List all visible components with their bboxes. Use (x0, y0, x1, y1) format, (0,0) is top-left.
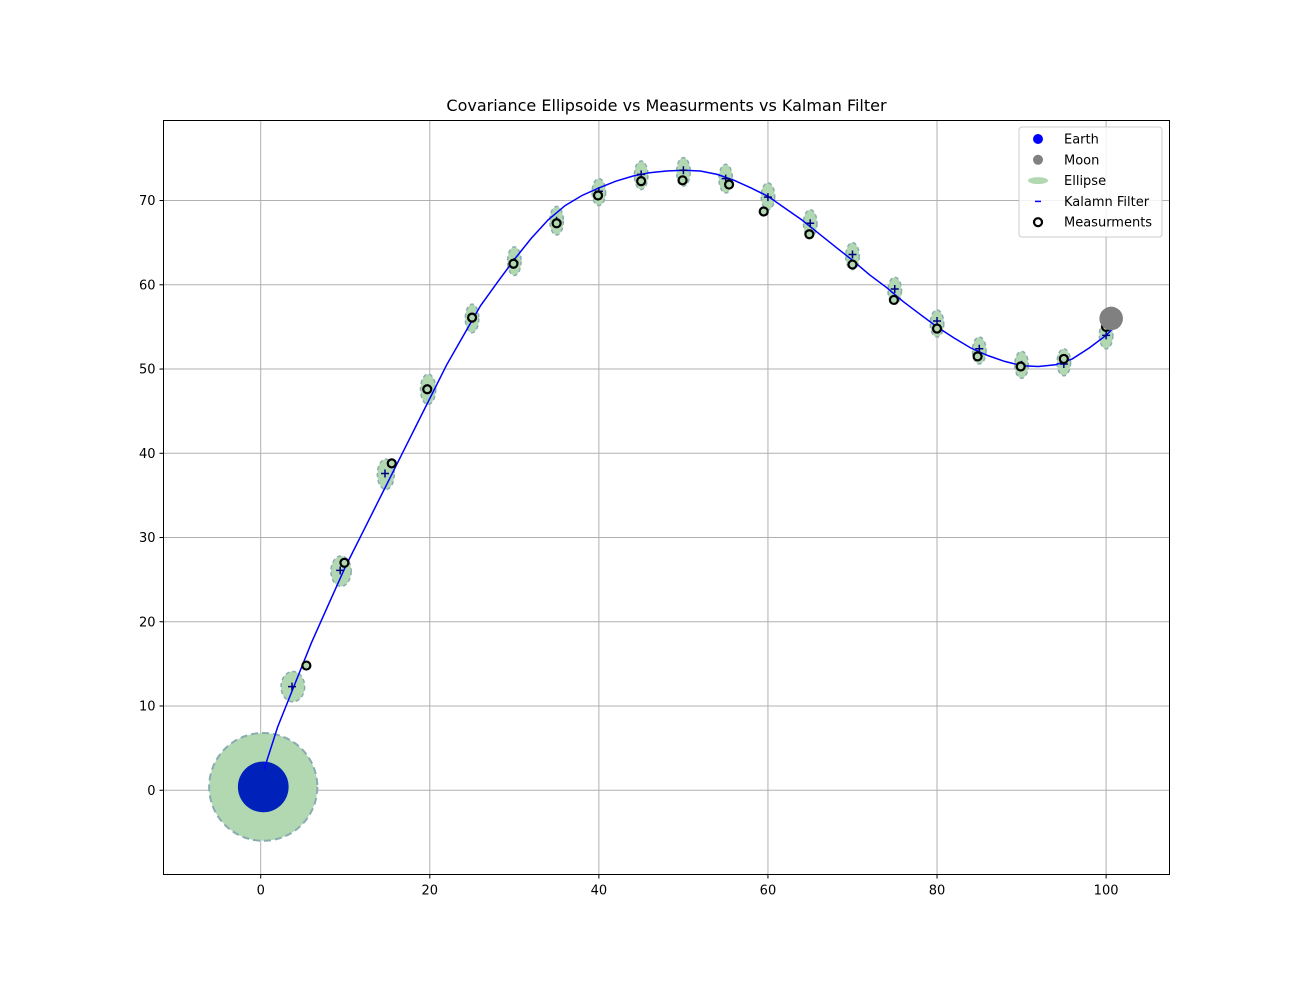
measurement-point (636, 176, 647, 187)
x-tick-label: 80 (929, 884, 946, 899)
measurement-point (758, 206, 769, 217)
estimate-marker (890, 284, 899, 293)
x-tick-label: 100 (1094, 884, 1119, 899)
estimate-marker (763, 193, 772, 202)
measurement-point (1015, 361, 1026, 372)
y-tick-label: 40 (139, 447, 156, 462)
y-tick-label: 10 (139, 700, 156, 715)
legend-label: Measurments (1064, 216, 1152, 231)
x-tick-label: 60 (760, 884, 777, 899)
legend-label: Ellipse (1064, 174, 1106, 189)
x-tick-label: 0 (257, 884, 265, 899)
legend-label: Moon (1064, 153, 1099, 168)
axes-frame (163, 120, 1170, 875)
legend-moon-handle (1033, 154, 1043, 165)
measurement-point (677, 175, 688, 186)
measurement-point (466, 312, 478, 323)
legend: Earth Moon Ellipse Kalamn Filter Measurments (1018, 126, 1163, 238)
measurement-point (592, 190, 604, 201)
estimate-marker (679, 166, 688, 175)
moon-point (1099, 306, 1123, 331)
measurement-point (339, 557, 350, 568)
plot-area (208, 156, 1123, 842)
measurement-point (847, 259, 858, 270)
axis-ticks: 0 20 40 60 80 100 0 10 20 30 40 50 60 70 (139, 194, 1119, 898)
measurement-point (551, 218, 562, 229)
estimate-marker (975, 344, 984, 353)
estimate-marker (380, 469, 389, 478)
y-tick-label: 20 (139, 615, 156, 630)
estimate-marker (848, 250, 857, 259)
measurement-point (804, 229, 815, 240)
legend-ellipse-handle (1028, 177, 1048, 185)
y-tick-label: 0 (147, 784, 155, 799)
earth-point (237, 761, 289, 813)
measurement-point (723, 179, 735, 190)
measurement-point (1058, 353, 1069, 365)
x-tick-label: 20 (422, 884, 439, 899)
measurement-point (972, 351, 983, 362)
measurement-point (301, 660, 312, 671)
x-tick-label: 40 (591, 884, 608, 899)
legend-label: Kalamn Filter (1064, 195, 1150, 210)
legend-label: Earth (1064, 133, 1099, 148)
y-tick-label: 60 (139, 278, 156, 293)
measurement-point (931, 323, 943, 334)
y-tick-label: 70 (139, 194, 156, 209)
estimate-marker (287, 682, 296, 691)
measurement-point (386, 458, 397, 469)
estimate-marker (1102, 331, 1111, 340)
y-tick-label: 30 (139, 531, 156, 546)
legend-measurements-handle (1032, 217, 1044, 228)
estimate-marker (806, 219, 815, 228)
measurement-point (422, 384, 433, 395)
grid (163, 120, 1170, 875)
chart-title: Covariance Ellipsoide vs Measurments vs … (446, 96, 887, 115)
estimate-marker (336, 566, 345, 575)
legend-earth-handle (1033, 134, 1043, 144)
y-tick-label: 50 (139, 363, 156, 378)
measurement-point (888, 294, 900, 306)
measurement-point (508, 258, 519, 269)
legend-box (1018, 126, 1163, 238)
